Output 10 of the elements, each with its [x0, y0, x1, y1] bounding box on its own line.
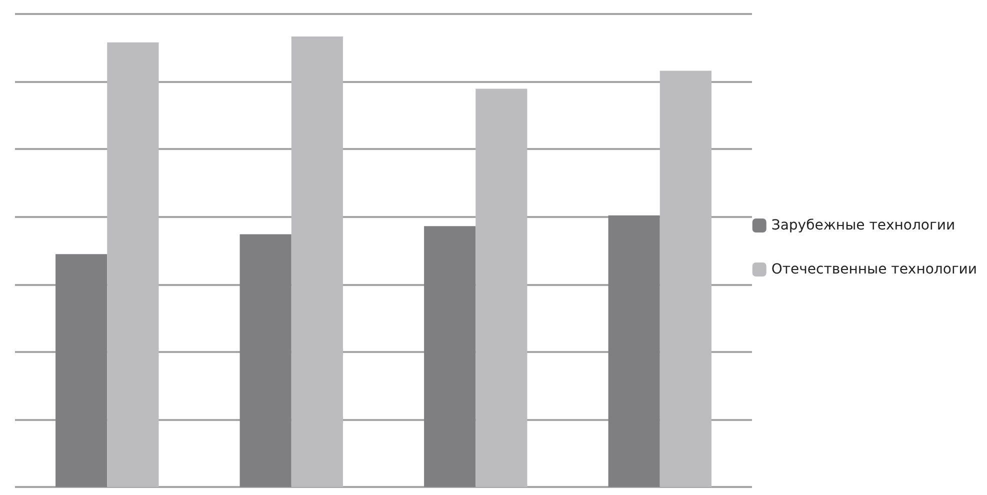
- bar: [660, 70, 712, 487]
- bar: [291, 36, 343, 487]
- bar: [476, 88, 528, 487]
- bar: [107, 42, 159, 487]
- bar: [240, 234, 292, 487]
- bar: [608, 215, 660, 487]
- bar: [424, 226, 476, 487]
- legend-label: Зарубежные технологии: [771, 218, 956, 234]
- legend-label: Отечественные технологии: [771, 262, 978, 278]
- bar: [56, 254, 108, 487]
